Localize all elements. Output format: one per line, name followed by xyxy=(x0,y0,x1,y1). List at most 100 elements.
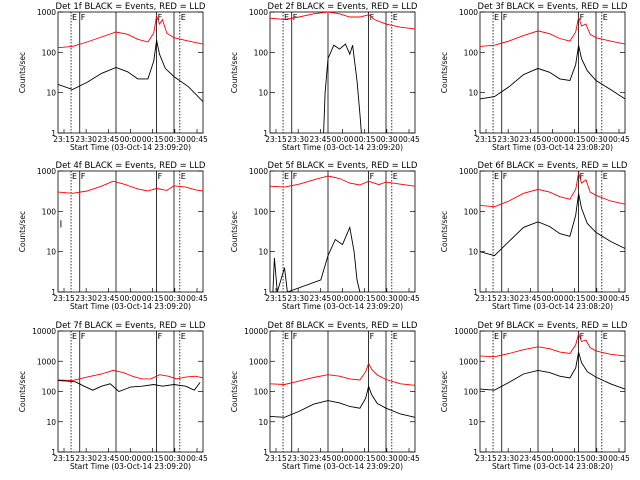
marker-label: E xyxy=(72,13,77,22)
x-axis-label: Start Time (03-Oct-14 23:09:20) xyxy=(282,302,403,311)
x-tick-label: 23:45 xyxy=(98,294,120,303)
x-tick-label: 23:30 xyxy=(497,294,519,303)
x-tick-label: 23:45 xyxy=(98,454,120,463)
y-tick-label: 1000 xyxy=(37,8,56,17)
marker-label: F xyxy=(81,172,86,181)
marker-label: F xyxy=(503,332,508,341)
events-series-line xyxy=(323,43,362,133)
x-tick-label: 00:30 xyxy=(376,454,398,463)
marker-label: F xyxy=(503,172,508,181)
x-tick-label: 23:45 xyxy=(310,454,332,463)
x-tick-label: 00:00 xyxy=(542,454,564,463)
y-tick-label: 1 xyxy=(51,448,56,457)
x-tick-label: 23:15 xyxy=(475,135,497,144)
marker-label: F xyxy=(580,172,585,181)
x-axis-label: Start Time (03-Oct-14 23:09:20) xyxy=(282,462,403,471)
events-series-line xyxy=(480,351,625,391)
x-axis-label: Start Time (03-Oct-14 23:09:20) xyxy=(70,302,191,311)
events-series-line xyxy=(270,384,415,418)
x-tick-label: 23:30 xyxy=(287,294,309,303)
x-axis-label: Start Time (03-Oct-14 23:09:20) xyxy=(282,143,403,152)
y-tick-label: 100 xyxy=(464,388,479,397)
x-axis-label: Start Time (03-Oct-14 23:08:20) xyxy=(492,143,613,152)
y-tick-label: 10 xyxy=(258,418,268,427)
x-tick-label: 23:30 xyxy=(75,294,97,303)
panel-title: Det 6f BLACK = Events, RED = LLD xyxy=(478,161,628,171)
events-series-line xyxy=(272,225,361,292)
y-axis-label: Counts/sec xyxy=(18,371,27,412)
events-series-line xyxy=(58,40,203,102)
x-tick-label: 00:30 xyxy=(164,135,186,144)
marker-label: E xyxy=(393,332,398,341)
y-tick-label: 1 xyxy=(51,129,56,138)
marker-label: E xyxy=(72,332,77,341)
y-tick-label: 1000 xyxy=(459,8,478,17)
marker-label: E xyxy=(603,332,608,341)
panel-title: Det 7f BLACK = Events, RED = LLD xyxy=(56,321,206,331)
marker-label: F xyxy=(158,13,163,22)
x-tick-label: 00:45 xyxy=(398,135,420,144)
y-tick-label: 1 xyxy=(51,288,56,297)
x-tick-label: 00:15 xyxy=(142,454,164,463)
lld-series-line xyxy=(480,16,625,47)
x-tick-label: 00:45 xyxy=(186,135,208,144)
x-tick-label: 00:15 xyxy=(564,135,586,144)
y-tick-label: 1 xyxy=(473,448,478,457)
x-axis-label: Start Time (03-Oct-14 23:08:20) xyxy=(492,302,613,311)
x-tick-label: 00:30 xyxy=(376,135,398,144)
x-tick-label: 00:45 xyxy=(608,294,630,303)
marker-label: E xyxy=(494,172,499,181)
y-tick-label: 1000 xyxy=(249,8,268,17)
y-axis-label: Counts/sec xyxy=(18,211,27,252)
x-tick-label: 23:30 xyxy=(75,454,97,463)
marker-label: E xyxy=(181,332,186,341)
y-tick-label: 10 xyxy=(46,248,56,257)
y-tick-label: 10 xyxy=(468,248,478,257)
x-tick-label: 00:15 xyxy=(564,454,586,463)
y-tick-label: 1 xyxy=(263,288,268,297)
x-tick-label: 23:45 xyxy=(520,294,542,303)
marker-label: F xyxy=(293,172,298,181)
y-tick-label: 10 xyxy=(468,418,478,427)
x-tick-label: 00:15 xyxy=(354,135,376,144)
y-tick-label: 100 xyxy=(42,388,57,397)
x-tick-label: 00:45 xyxy=(398,294,420,303)
y-tick-label: 1 xyxy=(263,129,268,138)
marker-label: E xyxy=(181,13,186,22)
y-tick-label: 10 xyxy=(46,418,56,427)
x-tick-label: 23:30 xyxy=(287,135,309,144)
y-axis-label: Counts/sec xyxy=(440,211,449,252)
y-tick-label: 10000 xyxy=(32,327,56,336)
y-tick-label: 1000 xyxy=(459,357,478,366)
y-tick-label: 100 xyxy=(42,48,57,57)
x-axis-label: Start Time (03-Oct-14 23:08:20) xyxy=(492,462,613,471)
x-tick-label: 00:00 xyxy=(120,294,142,303)
y-tick-label: 10 xyxy=(46,89,56,98)
marker-label: F xyxy=(158,332,163,341)
y-axis-label: Counts/sec xyxy=(18,52,27,93)
x-tick-label: 23:15 xyxy=(53,454,75,463)
lld-series-line xyxy=(480,332,625,358)
marker-label: E xyxy=(284,13,289,22)
marker-label: F xyxy=(503,13,508,22)
x-tick-label: 00:45 xyxy=(186,454,208,463)
x-tick-label: 23:45 xyxy=(310,294,332,303)
lld-series-line xyxy=(58,369,203,382)
lld-series-line xyxy=(270,12,415,30)
marker-label: F xyxy=(293,332,298,341)
x-tick-label: 23:15 xyxy=(265,454,287,463)
x-tick-label: 00:45 xyxy=(608,454,630,463)
x-tick-label: 23:45 xyxy=(98,135,120,144)
marker-label: F xyxy=(580,13,585,22)
y-axis-label: Counts/sec xyxy=(230,52,239,93)
x-tick-label: 00:00 xyxy=(120,454,142,463)
x-tick-label: 23:45 xyxy=(520,454,542,463)
y-tick-label: 100 xyxy=(254,48,269,57)
marker-label: E xyxy=(603,13,608,22)
events-series-line xyxy=(480,45,625,100)
y-tick-label: 10 xyxy=(258,248,268,257)
